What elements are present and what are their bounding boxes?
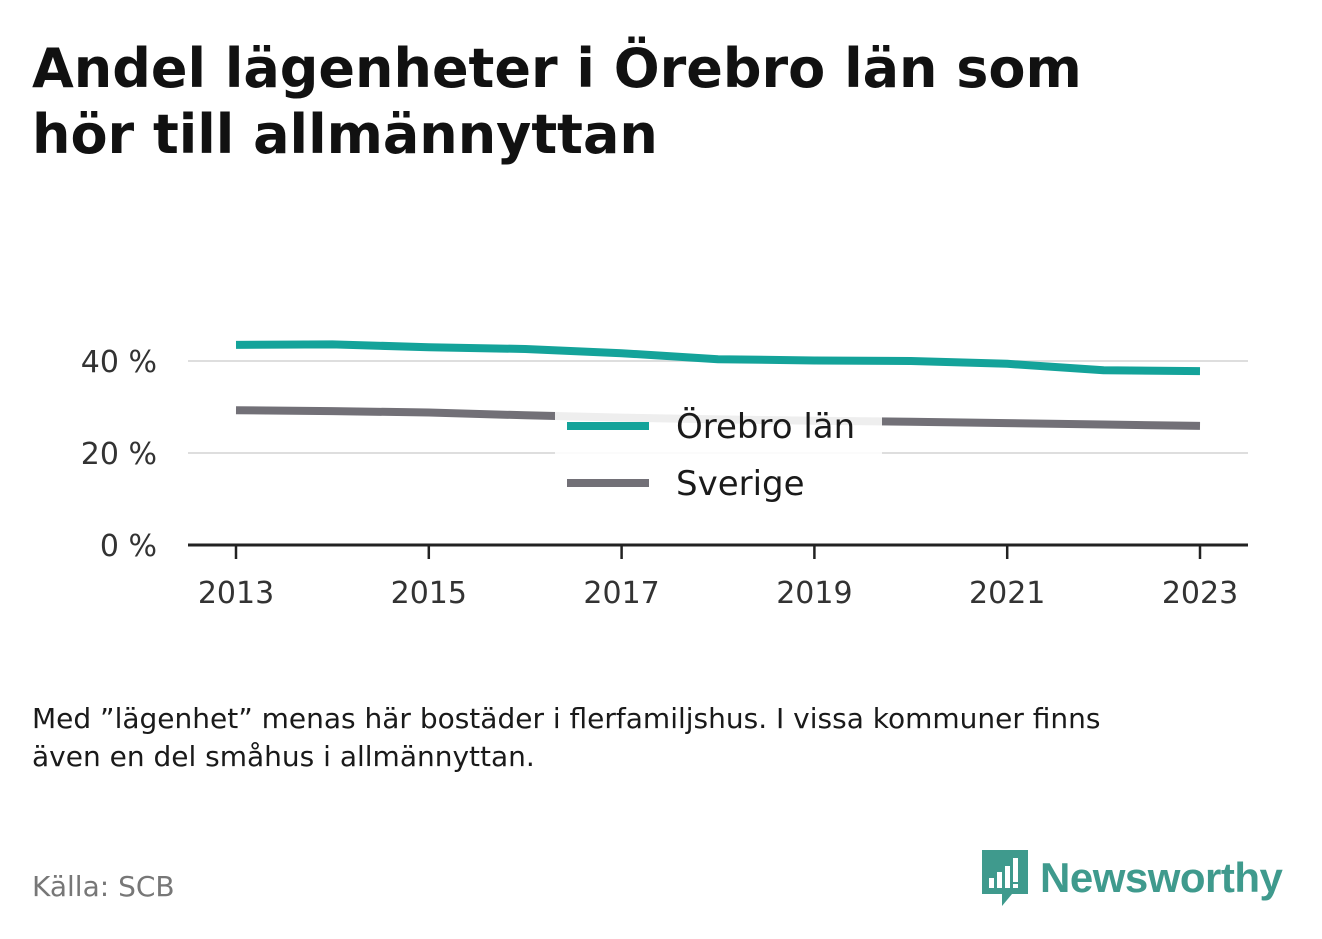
footnote-line-1: Med ”lägenhet” menas här bostäder i fler… (32, 702, 1101, 735)
x-tick-label: 2017 (583, 576, 659, 611)
series-line--rebro-l-n (235, 340, 1201, 376)
chart-title-line-1: Andel lägenheter i Örebro län som (32, 37, 1082, 100)
legend-background (555, 400, 882, 508)
legend-label: Sverige (676, 464, 805, 504)
y-axis-tick-labels: 0 % 20 % 40 % (81, 345, 157, 564)
legend: Örebro län Sverige (555, 400, 882, 508)
x-tick-label: 2021 (969, 576, 1045, 611)
chart-title-line-2: hör till allmännyttan (32, 103, 658, 166)
x-axis: 2013 2015 2017 2019 2021 2023 (188, 543, 1248, 611)
x-tick-label: 2019 (776, 576, 852, 611)
source-label: Källa: SCB (32, 870, 175, 903)
x-tick-label: 2013 (198, 576, 274, 611)
y-tick-label: 40 % (81, 345, 157, 380)
line-chart: 0 % 20 % 40 % 2013 2015 2017 2019 2021 2023 Öre… (81, 340, 1248, 611)
y-tick-label: 0 % (100, 529, 157, 564)
legend-label: Örebro län (676, 406, 855, 447)
brand-name: Newsworthy (1040, 854, 1283, 901)
footnote-line-2: även en del småhus i allmännyttan. (32, 740, 535, 773)
y-tick-label: 20 % (81, 437, 157, 472)
brand-logo: Newsworthy (980, 848, 1283, 908)
x-tick-label: 2015 (391, 576, 467, 611)
chart-title: Andel lägenheter i Örebro län som hör ti… (32, 36, 1292, 168)
x-tick-label: 2023 (1162, 576, 1238, 611)
footnote: Med ”lägenhet” menas här bostäder i fler… (32, 700, 1282, 776)
newsworthy-logo-icon (982, 850, 1028, 906)
